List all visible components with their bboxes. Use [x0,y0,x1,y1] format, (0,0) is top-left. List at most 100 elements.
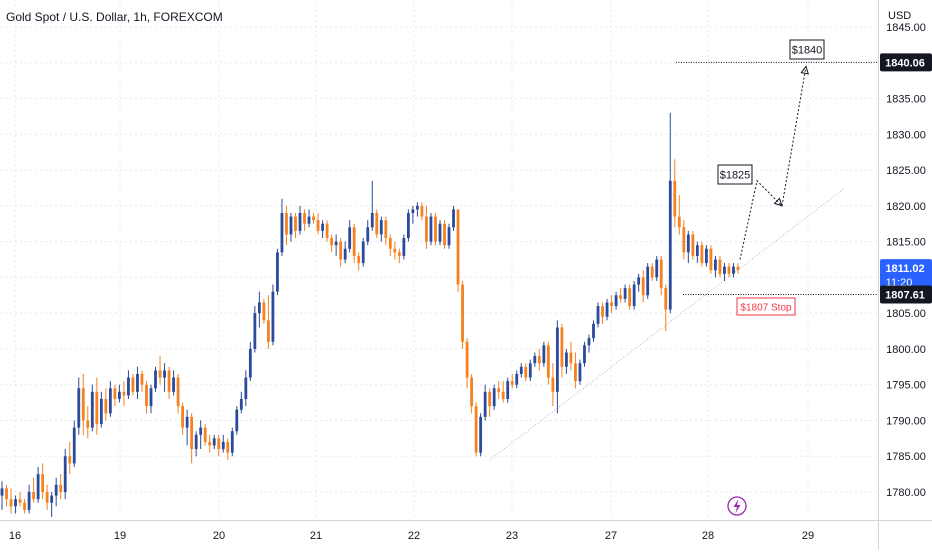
candle-49[interactable] [221,434,225,453]
candle-105[interactable] [474,402,478,457]
candle-127[interactable] [574,352,577,389]
candle-47[interactable] [212,434,216,450]
candle-137[interactable] [619,288,623,303]
candle-40[interactable] [181,402,185,435]
candle-100[interactable] [452,205,455,231]
candle-109[interactable] [492,384,496,410]
candle-65[interactable] [294,213,297,239]
candle-32[interactable] [145,381,148,414]
candle-78[interactable] [352,223,356,264]
candle-61[interactable] [276,248,279,296]
candle-76[interactable] [343,241,347,264]
candle-15[interactable] [68,441,72,475]
candle-72[interactable] [325,220,329,242]
candle-98[interactable] [443,220,446,249]
candle-62[interactable] [280,198,284,256]
note-stop[interactable]: $1807 Stop [736,297,796,316]
candle-64[interactable] [289,213,293,242]
time-axis-ticks[interactable]: 16 19 20 21 22 23 27 28 29 [9,530,814,542]
candle-59[interactable] [267,295,270,349]
candle-140[interactable] [632,280,636,310]
candle-54[interactable] [244,370,248,407]
candle-18[interactable] [81,373,85,435]
candle-28[interactable] [127,370,130,399]
candle-7[interactable] [32,477,36,503]
candle-152[interactable] [686,230,690,264]
candle-146[interactable] [659,255,663,296]
candle-122[interactable] [551,363,555,407]
candle-90[interactable] [406,209,410,242]
candle-93[interactable] [420,202,424,221]
candle-145[interactable] [655,255,659,281]
candle-14[interactable] [63,449,67,500]
candle-0[interactable] [0,481,4,510]
candle-99[interactable] [447,223,451,249]
candle-84[interactable] [379,216,383,242]
note-1840[interactable]: $1840 [789,39,825,60]
candle-85[interactable] [384,216,388,246]
candle-156[interactable] [704,245,708,267]
lightning-event-icon[interactable] [727,496,747,516]
candle-8[interactable] [36,466,40,503]
candle-29[interactable] [131,373,135,396]
candle-80[interactable] [361,238,365,267]
candle-52[interactable] [235,406,239,435]
candle-33[interactable] [149,384,153,414]
candle-118[interactable] [533,352,537,367]
candle-124[interactable] [560,323,564,378]
candle-74[interactable] [334,234,338,256]
candle-75[interactable] [339,238,343,267]
candle-143[interactable] [646,263,650,299]
candle-34[interactable] [154,366,157,392]
candle-160[interactable] [723,263,726,281]
candle-81[interactable] [366,220,370,246]
candle-27[interactable] [122,381,126,407]
candle-4[interactable] [18,492,22,507]
candle-20[interactable] [90,384,94,432]
candle-125[interactable] [565,348,568,374]
candle-36[interactable] [163,363,166,392]
candle-148[interactable] [668,112,672,314]
candle-83[interactable] [375,209,379,239]
candle-92[interactable] [416,202,419,217]
candle-161[interactable] [727,263,731,278]
candle-63[interactable] [285,205,288,246]
candle-154[interactable] [695,241,699,264]
candle-123[interactable] [555,320,559,414]
candle-87[interactable] [393,241,397,260]
candle-55[interactable] [248,341,252,382]
candle-104[interactable] [470,373,473,414]
candle-115[interactable] [519,363,523,378]
candle-107[interactable] [483,384,487,421]
candle-86[interactable] [388,234,392,256]
candle-97[interactable] [438,220,442,246]
candle-10[interactable] [45,484,49,510]
candle-38[interactable] [172,370,175,396]
candle-46[interactable] [208,434,212,453]
projection-line[interactable] [739,66,807,260]
candle-35[interactable] [158,356,162,385]
candle-155[interactable] [700,241,704,267]
candle-45[interactable] [203,424,207,446]
candle-102[interactable] [461,280,464,349]
candle-51[interactable] [230,427,234,457]
candle-106[interactable] [479,413,483,457]
candle-91[interactable] [411,205,415,224]
candle-21[interactable] [95,377,99,435]
candle-9[interactable] [41,463,45,500]
candle-57[interactable] [257,291,261,328]
projection-path[interactable] [739,65,809,260]
candle-53[interactable] [239,391,243,414]
candle-131[interactable] [592,320,595,342]
trendline[interactable] [489,187,846,461]
candle-157[interactable] [709,245,713,274]
candle-133[interactable] [601,302,604,324]
candle-50[interactable] [226,438,230,460]
candle-163[interactable] [736,263,740,274]
candle-56[interactable] [253,306,257,353]
candle-23[interactable] [104,388,108,421]
candle-101[interactable] [456,209,460,292]
candle-42[interactable] [190,413,194,464]
candle-129[interactable] [583,341,586,367]
